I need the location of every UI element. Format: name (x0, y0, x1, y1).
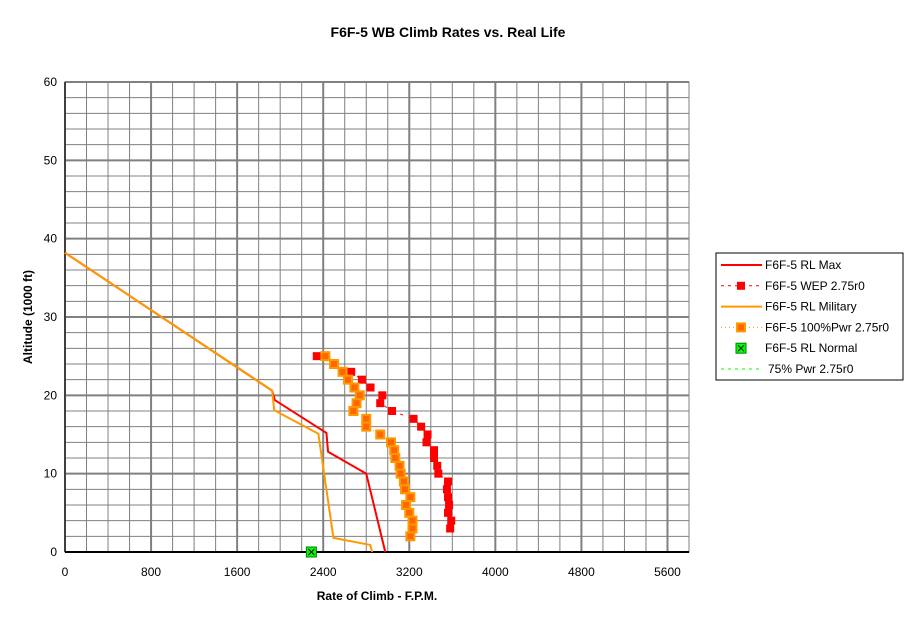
data-point (361, 413, 372, 424)
data-point (394, 460, 405, 471)
data-point (445, 501, 454, 509)
legend-item: F6F-5 100%Pwr 2.75r0 (721, 320, 889, 334)
data-point (444, 493, 453, 502)
data-point (430, 454, 439, 462)
data-point (447, 516, 456, 525)
y-tick-label: 0 (50, 545, 57, 559)
y-tick-label: 40 (44, 232, 58, 246)
data-point (351, 398, 362, 409)
data-point (430, 446, 439, 455)
x-tick-label: 3200 (396, 565, 423, 579)
data-point (405, 531, 416, 542)
data-point (407, 515, 418, 526)
x-axis-label: Rate of Climb - F.P.M. (317, 589, 437, 603)
x-tick-label: 2400 (310, 565, 337, 579)
y-tick-label: 30 (44, 310, 58, 324)
data-point (378, 391, 387, 400)
data-point (312, 352, 321, 361)
legend-item: F6F-5 RL Max (721, 258, 841, 272)
data-point (423, 430, 432, 439)
data-point (434, 469, 443, 478)
y-tick-label: 50 (44, 153, 58, 167)
data-point (389, 445, 400, 456)
legend-label: F6F-5 100%Pwr 2.75r0 (765, 320, 889, 334)
data-point (422, 438, 431, 447)
data-point (398, 476, 409, 487)
x-tick-label: 800 (141, 565, 161, 579)
data-point (354, 390, 365, 401)
marker-x (737, 344, 745, 352)
data-point (409, 414, 418, 423)
data-point (342, 374, 353, 385)
x-tick-label: 4800 (568, 565, 595, 579)
data-point (375, 429, 386, 440)
series-1 (312, 352, 456, 533)
data-point (417, 422, 426, 431)
series-2 (64, 251, 374, 553)
data-point (401, 500, 412, 510)
x-tick-label: 4000 (482, 565, 509, 579)
legend-item: 75% Pwr 2.75r0 (721, 362, 854, 376)
y-tick-label: 10 (44, 467, 58, 481)
data-point (347, 367, 356, 376)
data-point (390, 453, 401, 463)
data-point (366, 383, 375, 392)
legend-item: F6F-5 RL Military (721, 300, 857, 314)
data-point (349, 382, 360, 393)
series (64, 251, 456, 558)
x-tick-label: 0 (62, 565, 69, 579)
legend-marker (737, 281, 745, 290)
legend-label: F6F-5 RL Military (765, 300, 857, 314)
data-point (404, 507, 415, 518)
series-3 (320, 351, 418, 542)
series-4 (305, 546, 317, 558)
legend-marker (736, 322, 746, 333)
data-point (395, 468, 406, 479)
legend-label: F6F-5 RL Max (765, 258, 841, 272)
y-tick-label: 60 (44, 75, 58, 89)
data-point (357, 375, 366, 384)
legend-label: F6F-5 WEP 2.75r0 (765, 279, 865, 293)
data-point (388, 407, 397, 415)
data-point (305, 546, 317, 558)
legend-marker (735, 342, 747, 354)
data-point (405, 492, 416, 503)
legend-box (715, 252, 904, 381)
data-point (328, 359, 339, 369)
data-point (361, 421, 372, 432)
tick-labels: 0 800 1600 2400 3200 4000 4800 5600 0 10 20 30 40 50 6… (44, 75, 682, 579)
data-point (442, 485, 451, 494)
data-point (433, 461, 442, 470)
data-point (446, 524, 455, 533)
legend-item: F6F-5 WEP 2.75r0 (721, 279, 865, 293)
legend-label: F6F-5 RL Normal (765, 341, 857, 355)
x-tick-label: 1600 (224, 565, 251, 579)
data-point (376, 399, 385, 408)
data-point (407, 523, 418, 534)
legend: F6F-5 RL Max F6F-5 WEP 2.75r0 F6F-5 RL Mil… (715, 252, 904, 381)
data-point (348, 406, 359, 416)
marker-x (308, 548, 315, 556)
legend-item: F6F-5 RL Normal (735, 341, 857, 355)
grid (64, 81, 690, 553)
y-axis-label: Altitude (1000 ft) (21, 270, 35, 364)
y-tick-label: 20 (44, 388, 58, 402)
data-point (385, 437, 396, 448)
data-point (320, 351, 331, 362)
data-point (444, 477, 453, 486)
data-point (444, 508, 453, 517)
legend-label: 75% Pwr 2.75r0 (768, 362, 854, 376)
chart-title: F6F-5 WB Climb Rates vs. Real Life (331, 24, 566, 40)
series-line (64, 251, 374, 553)
data-point (399, 484, 410, 495)
data-point (337, 366, 348, 377)
x-tick-label: 5600 (654, 565, 681, 579)
